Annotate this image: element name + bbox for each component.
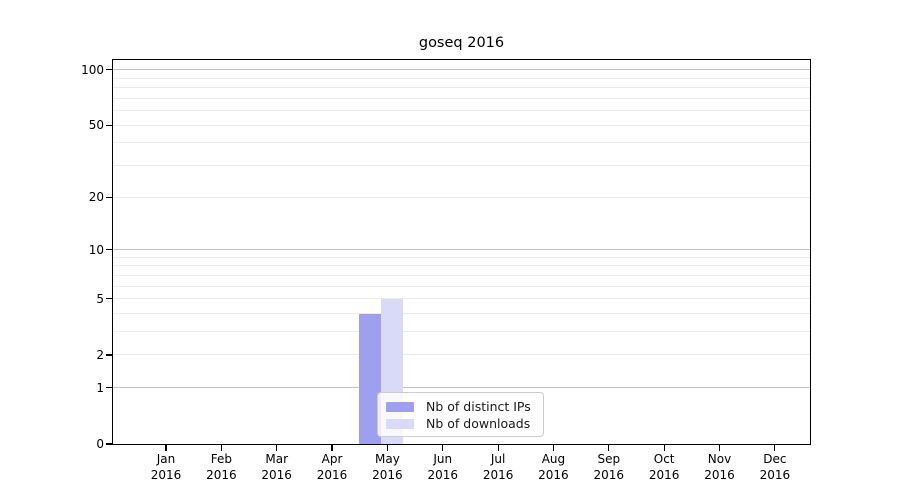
x-axis-label-year: 2016 [316,467,348,482]
x-axis-tick-apr [331,444,333,451]
y-axis-label-0: 0 [96,437,104,451]
y-axis-label-2: 2 [96,347,104,362]
x-axis-label-year: 2016 [150,467,182,482]
gridline-minor-6 [113,285,810,287]
legend: Nb of distinct IPs Nb of downloads [377,392,544,437]
legend-swatch-downloads [386,418,414,429]
gridline-minor-5 [113,298,810,300]
x-axis-label-year: 2016 [648,467,680,482]
y-axis-tick-0 [106,443,113,445]
x-axis-label-nov: Nov 2016 [692,452,748,483]
x-axis-tick-mar [276,444,278,451]
gridline-minor-40 [113,142,810,144]
x-axis-tick-jan [165,444,167,451]
gridline-major-1 [113,387,810,389]
y-axis-tick-50 [106,124,113,126]
x-axis-label-year: 2016 [759,467,791,482]
y-axis-label-100: 100 [81,62,104,77]
x-axis-label-year: 2016 [372,467,403,482]
x-axis-label-year: 2016 [704,467,735,482]
x-axis-label-year: 2016 [206,467,237,482]
gridline-minor-30 [113,165,810,167]
gridline-minor-9 [113,256,810,258]
y-axis-tick-1 [106,387,113,389]
x-axis-label-year: 2016 [482,467,514,482]
x-axis-label-month: Dec [763,452,787,466]
gridline-minor-50 [113,124,810,126]
gridline-minor-90 [113,77,810,79]
x-axis-label-apr: Apr 2016 [304,452,360,483]
x-axis-label-month: Aug [541,452,566,466]
x-axis-label-month: Jul [490,452,506,466]
y-axis-label-5: 5 [96,291,104,306]
x-axis-label-month: Jan [156,452,176,466]
plot-area: Nb of distinct IPs Nb of downloads [112,59,811,445]
x-axis-label-month: Sep [597,452,621,466]
x-axis-label-may: May 2016 [359,452,415,483]
legend-label-downloads: Nb of downloads [426,416,531,431]
x-axis-tick-jul [497,444,499,451]
x-axis-label-month: Feb [210,452,232,466]
x-axis-tick-nov [718,444,721,451]
legend-swatch-distinct-ips [386,401,414,412]
x-axis-label-month: Jun [433,452,453,466]
gridline-major-100 [113,69,810,71]
x-axis-label-sep: Sep 2016 [581,452,637,483]
y-axis-tick-100 [106,69,113,71]
legend-row-distinct-ips: Nb of distinct IPs [386,399,535,414]
x-axis-label-mar: Mar 2016 [249,452,305,483]
gridline-minor-2 [113,354,810,356]
x-axis-label-jun: Jun 2016 [415,452,471,483]
y-axis-tick-20 [106,196,113,198]
x-axis-label-month: Oct [653,452,675,466]
gridline-minor-3 [113,331,810,333]
y-axis-label-50: 50 [88,118,104,133]
gridline-minor-8 [113,265,810,267]
gridline-minor-70 [113,97,810,99]
x-axis-tick-aug [552,444,555,451]
legend-row-downloads: Nb of downloads [386,416,535,431]
x-axis-tick-feb [220,444,222,451]
x-axis-tick-oct [663,444,665,451]
x-axis-label-year: 2016 [538,467,569,482]
x-axis-tick-may [386,444,388,451]
legend-label-distinct-ips: Nb of distinct IPs [426,399,531,414]
y-axis-tick-10 [106,248,113,251]
x-axis-label-feb: Feb 2016 [193,452,249,483]
gridline-minor-80 [113,87,810,89]
x-axis-label-jul: Jul 2016 [470,452,526,483]
gridline-minor-60 [113,110,810,112]
y-axis-tick-5 [106,298,113,300]
y-axis-label-1: 1 [96,380,104,395]
gridline-minor-20 [113,196,810,198]
x-axis-label-aug: Aug 2016 [525,452,581,483]
x-axis-label-jan: Jan 2016 [138,452,194,483]
x-axis-tick-jun [442,444,444,451]
x-axis-label-dec: Dec 2016 [747,452,803,483]
bar-may-series-0 [359,313,382,444]
chart-title: goseq 2016 [418,35,505,51]
x-axis-label-month: May [374,452,400,466]
x-axis-label-year: 2016 [593,467,625,482]
x-axis-label-year: 2016 [427,467,459,482]
x-axis-label-oct: Oct 2016 [636,452,692,483]
gridline-minor-7 [113,274,810,276]
x-axis-label-month: Nov [707,452,732,466]
gridline-major-10 [113,249,810,251]
y-axis-label-10: 10 [88,242,104,257]
y-axis-label-20: 20 [88,190,104,205]
x-axis-label-month: Apr [321,452,343,466]
y-axis-tick-2 [106,354,113,356]
x-axis-label-month: Mar [265,452,288,466]
x-axis-label-year: 2016 [261,467,292,482]
x-axis-tick-sep [608,444,610,451]
x-axis-tick-dec [774,444,776,451]
gridline-minor-4 [113,313,810,314]
